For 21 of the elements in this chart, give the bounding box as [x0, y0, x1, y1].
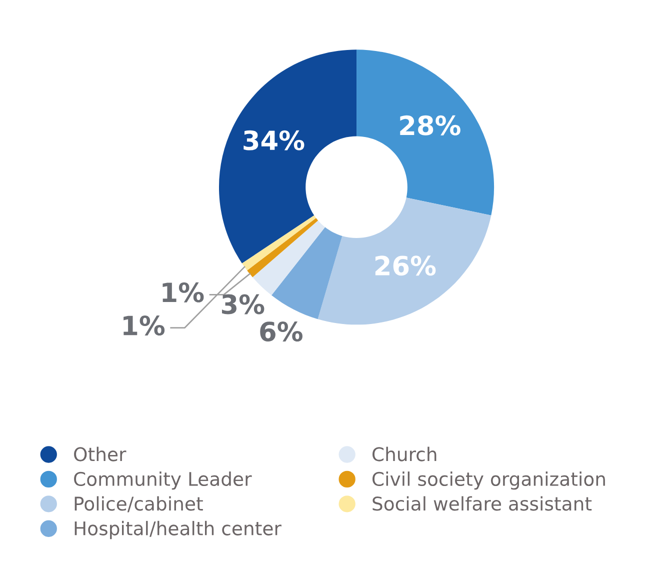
legend-label: Hospital/health center	[74, 520, 282, 540]
data-label: 1%	[124, 316, 165, 336]
donut-slice	[252, 220, 326, 296]
legend-label: Church	[372, 446, 436, 462]
data-label: 28%	[400, 115, 460, 136]
legend-label: Social welfare assistant	[372, 496, 592, 511]
data-label: 26%	[375, 256, 436, 276]
legend-label: Community Leader	[74, 472, 252, 490]
donut-slice	[242, 215, 316, 270]
donut-slice	[247, 218, 318, 278]
data-label: 6%	[260, 322, 302, 342]
donut-slice	[218, 50, 357, 264]
legend-label: Police/cabinet	[74, 496, 203, 512]
donut-slice	[272, 227, 342, 320]
legend-label: Other	[74, 446, 126, 462]
data-label: 3%	[222, 294, 264, 314]
data-label: 34%	[244, 130, 304, 150]
donut-slice	[318, 198, 492, 325]
data-label: 1%	[162, 282, 204, 302]
legend-label: Civil society organization	[372, 472, 605, 490]
donut-slice	[356, 50, 494, 216]
